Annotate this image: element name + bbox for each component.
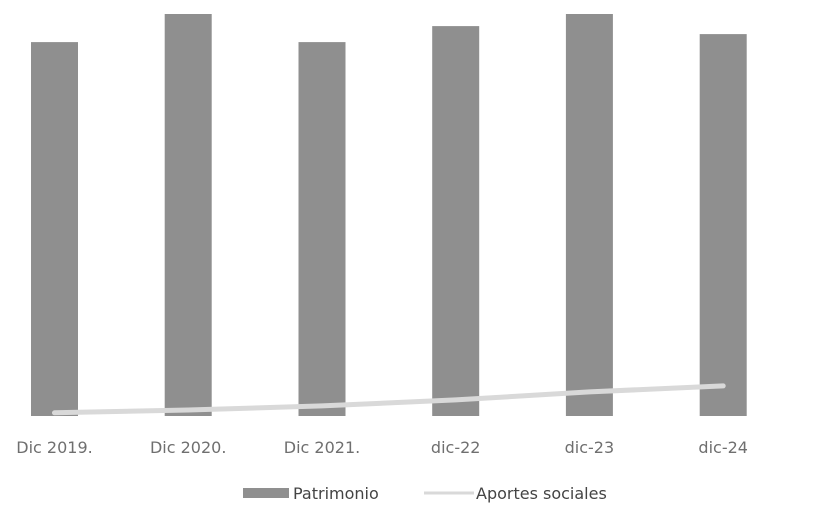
legend-swatch-patrimonio <box>243 488 289 498</box>
legend-label-aportes-sociales: Aportes sociales <box>476 484 607 503</box>
line-aportes-sociales <box>52 383 726 416</box>
x-tick-label: Dic 2020. <box>150 438 226 457</box>
bar-patrimonio-6 <box>699 34 747 416</box>
legend: Patrimonio Aportes sociales <box>243 484 607 503</box>
x-tick-label: Dic 2021. <box>284 438 360 457</box>
line-layer <box>52 383 726 416</box>
bars-layer <box>31 14 747 416</box>
x-axis-labels: Dic 2019. Dic 2020. Dic 2021. dic-22 dic-23 d… <box>16 438 748 457</box>
x-tick-label: dic-24 <box>698 438 748 457</box>
x-tick-label: Dic 2019. <box>16 438 92 457</box>
bar-patrimonio-4 <box>432 26 480 416</box>
x-tick-label: dic-22 <box>431 438 481 457</box>
bar-patrimonio-5 <box>565 14 613 416</box>
bar-patrimonio-1 <box>31 42 78 416</box>
x-tick-label: dic-23 <box>565 438 615 457</box>
legend-label-patrimonio: Patrimonio <box>293 484 379 503</box>
bar-patrimonio-2 <box>164 14 212 416</box>
bar-patrimonio-3 <box>298 42 346 416</box>
